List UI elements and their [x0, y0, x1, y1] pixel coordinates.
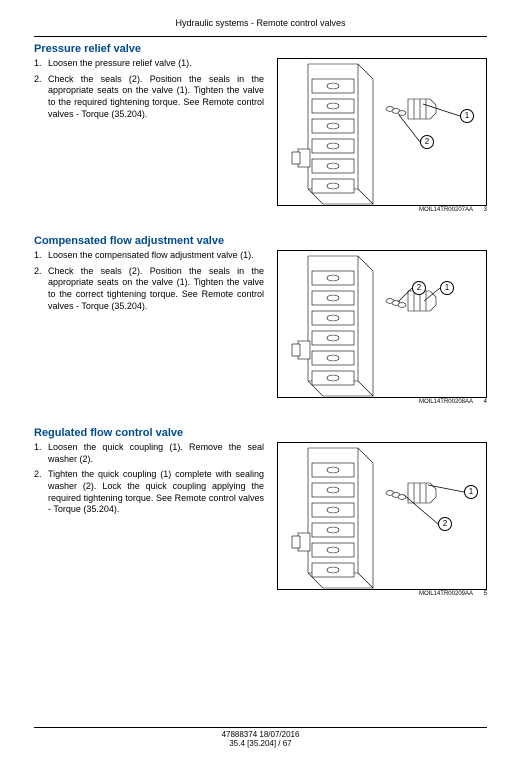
step-number: 1.: [34, 442, 48, 465]
text-column: 1.Loosen the pressure relief valve (1).2…: [34, 58, 264, 124]
callout: 2: [412, 281, 426, 295]
page-footer: 47888374 18/07/2016 35.4 [35.204] / 67: [34, 727, 487, 748]
callout: 2: [438, 517, 452, 531]
step: 2.Tighten the quick coupling (1) complet…: [34, 469, 264, 516]
section: Regulated flow control valve 1.Loosen the…: [34, 427, 487, 597]
step-text: Loosen the quick coupling (1). Remove th…: [48, 442, 264, 465]
section: Compensated flow adjustment valve 1.Loose…: [34, 235, 487, 405]
figure-code: MOIL14TR00207AA: [277, 207, 477, 213]
step-text: Check the seals (2). Position the seals …: [48, 266, 264, 313]
step: 1.Loosen the compensated flow adjustment…: [34, 250, 264, 262]
step-number: 2.: [34, 74, 48, 121]
figure: 12: [277, 442, 487, 590]
step-text: Check the seals (2). Position the seals …: [48, 74, 264, 121]
figure-column: 12MOIL14TR00207AA3: [277, 58, 487, 213]
figure-number: 5: [477, 591, 487, 597]
figure: 12: [277, 58, 487, 206]
figure-caption: MOIL14TR00209AA5: [277, 591, 487, 597]
figure-column: 12MOIL14TR00209AA5: [277, 442, 487, 597]
step-text: Tighten the quick coupling (1) complete …: [48, 469, 264, 516]
figure-caption: MOIL14TR00208AA4: [277, 399, 487, 405]
section-title: Compensated flow adjustment valve: [34, 235, 487, 247]
step-text: Loosen the pressure relief valve (1).: [48, 58, 192, 70]
step-number: 2.: [34, 266, 48, 313]
text-column: 1.Loosen the compensated flow adjustment…: [34, 250, 264, 316]
text-column: 1.Loosen the quick coupling (1). Remove …: [34, 442, 264, 520]
callout: 1: [460, 109, 474, 123]
figure: 21: [277, 250, 487, 398]
section-title: Regulated flow control valve: [34, 427, 487, 439]
footer-docref: 47888374 18/07/2016: [34, 730, 487, 739]
step-text: Loosen the compensated flow adjustment v…: [48, 250, 254, 262]
figure-column: 21MOIL14TR00208AA4: [277, 250, 487, 405]
callout: 1: [440, 281, 454, 295]
footer-pageref: 35.4 [35.204] / 67: [34, 739, 487, 748]
step-number: 2.: [34, 469, 48, 516]
callout: 2: [420, 135, 434, 149]
callout: 1: [464, 485, 478, 499]
figure-code: MOIL14TR00208AA: [277, 399, 477, 405]
step: 1.Loosen the pressure relief valve (1).: [34, 58, 264, 70]
step: 1.Loosen the quick coupling (1). Remove …: [34, 442, 264, 465]
step: 2.Check the seals (2). Position the seal…: [34, 74, 264, 121]
page-header: Hydraulic systems - Remote control valve…: [34, 18, 487, 28]
step-number: 1.: [34, 250, 48, 262]
figure-number: 3: [477, 207, 487, 213]
figure-caption: MOIL14TR00207AA3: [277, 207, 487, 213]
step: 2.Check the seals (2). Position the seal…: [34, 266, 264, 313]
section: Pressure relief valve 1.Loosen the pressu…: [34, 43, 487, 213]
header-rule: [34, 36, 487, 37]
footer-rule: [34, 727, 487, 728]
section-title: Pressure relief valve: [34, 43, 487, 55]
figure-code: MOIL14TR00209AA: [277, 591, 477, 597]
step-number: 1.: [34, 58, 48, 70]
figure-number: 4: [477, 399, 487, 405]
